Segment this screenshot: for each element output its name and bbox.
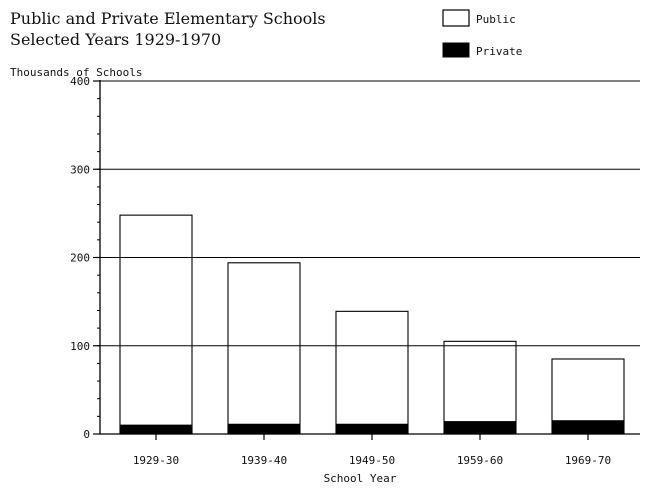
bar-private-1949-50	[335, 423, 409, 435]
bar-private-1969-70	[551, 420, 625, 435]
chart-title-line-2: Selected Years 1929-1970	[10, 30, 221, 49]
bar-private-1959-60	[443, 421, 517, 435]
x-tick-label: 1949-50	[349, 454, 395, 467]
y-tick-label: 300	[70, 163, 90, 176]
legend-swatch-private	[442, 42, 470, 58]
x-tick-label: 1959-60	[457, 454, 503, 467]
bar-private-1929-30	[119, 424, 193, 435]
bar-public-1949-50	[335, 310, 409, 425]
bar-private-1939-40	[227, 423, 301, 435]
legend-swatch-public	[442, 9, 470, 27]
x-tick-label: 1969-70	[565, 454, 611, 467]
legend-label-private: Private	[476, 45, 522, 58]
legend: Public Private	[442, 9, 522, 58]
legend-label-public: Public	[476, 13, 516, 26]
y-axis-label: Thousands of Schools	[10, 66, 142, 79]
y-ticks: 0 100 200 300 400	[70, 75, 100, 441]
x-tick-label: 1929-30	[133, 454, 179, 467]
y-tick-label: 200	[70, 252, 90, 265]
bars	[119, 214, 625, 435]
x-ticks: 1929-30 1939-40 1949-50 1959-60 1969-70	[133, 434, 611, 467]
y-tick-label: 0	[83, 428, 90, 441]
x-tick-label: 1939-40	[241, 454, 287, 467]
x-axis-label: School Year	[324, 472, 397, 485]
bar-public-1939-40	[227, 262, 301, 425]
axes	[99, 80, 640, 435]
y-tick-label: 100	[70, 340, 90, 353]
grid-lines	[100, 80, 640, 347]
bar-public-1929-30	[119, 214, 193, 426]
chart-title-line-1: Public and Private Elementary Schools	[10, 9, 326, 28]
bar-public-1969-70	[551, 358, 625, 422]
y-tick-label: 400	[70, 75, 90, 88]
bar-public-1959-60	[443, 340, 517, 423]
